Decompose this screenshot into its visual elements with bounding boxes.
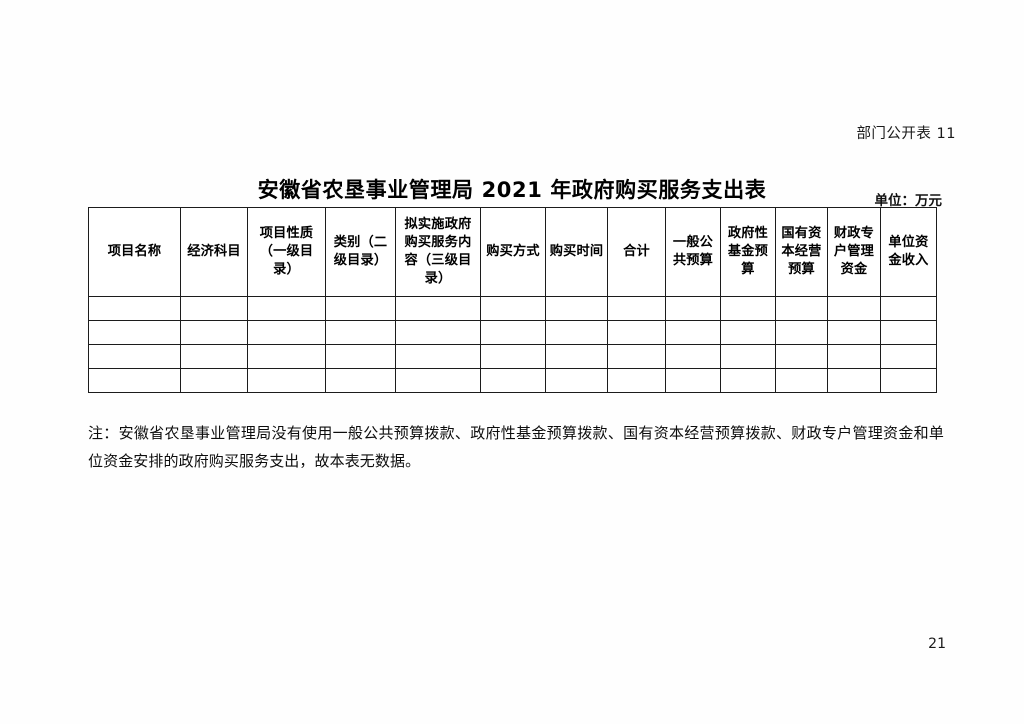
- table-cell[interactable]: [880, 320, 937, 345]
- table-cell[interactable]: [775, 320, 828, 345]
- table-header: 项目名称 经济科目 项目性质（一级目录） 类别（二级目录） 拟实施政府购买服务内容（三级…: [88, 207, 937, 297]
- table-column-header-10: 政府性基金预算: [720, 207, 776, 297]
- column-header-label: 一般公共预算: [672, 235, 714, 268]
- column-header-label: 类别（二级目录）: [333, 235, 388, 268]
- table-cell[interactable]: [827, 320, 881, 345]
- table-column-header-11: 国有资本经营预算: [775, 207, 828, 297]
- table-cell[interactable]: [545, 344, 608, 369]
- table-cell[interactable]: [247, 296, 326, 321]
- table-cell[interactable]: [665, 368, 721, 393]
- table-cell[interactable]: [180, 320, 248, 345]
- table-cell[interactable]: [775, 368, 828, 393]
- table-cell[interactable]: [480, 296, 546, 321]
- table-cell[interactable]: [827, 344, 881, 369]
- table-cell[interactable]: [880, 368, 937, 393]
- expenditure-table-container: 项目名称 经济科目 项目性质（一级目录） 类别（二级目录） 拟实施政府购买服务内容（三级…: [88, 207, 937, 393]
- column-header-label: 经济科目: [187, 244, 241, 260]
- table-cell[interactable]: [395, 296, 481, 321]
- column-header-label: 国有资本经营预算: [781, 226, 822, 277]
- page-number: 21: [928, 636, 946, 652]
- column-header-label: 政府性基金预算: [727, 226, 769, 277]
- table-cell[interactable]: [480, 368, 546, 393]
- table-footnote: 注：安徽省农垦事业管理局没有使用一般公共预算拨款、政府性基金预算拨款、国有资本经…: [88, 424, 944, 470]
- table-cell[interactable]: [720, 344, 776, 369]
- table-cell[interactable]: [545, 320, 608, 345]
- table-cell[interactable]: [827, 368, 881, 393]
- form-code-label: 部门公开表 11: [856, 126, 956, 142]
- table-cell[interactable]: [395, 344, 481, 369]
- table-cell[interactable]: [545, 368, 608, 393]
- table-header-row: 项目名称 经济科目 项目性质（一级目录） 类别（二级目录） 拟实施政府购买服务内容（三级…: [88, 207, 937, 297]
- table-body: [88, 296, 937, 393]
- table-cell[interactable]: [880, 344, 937, 369]
- table-column-header-9: 一般公共预算: [665, 207, 721, 297]
- table-cell[interactable]: [325, 320, 396, 345]
- table-cell[interactable]: [720, 296, 776, 321]
- table-column-header-5: 拟实施政府购买服务内容（三级目录）: [395, 207, 481, 297]
- table-row: [88, 344, 937, 369]
- table-cell[interactable]: [775, 344, 828, 369]
- table-cell[interactable]: [607, 320, 666, 345]
- table-column-header-3: 项目性质（一级目录）: [247, 207, 326, 297]
- column-header-label: 购买方式: [486, 244, 540, 260]
- table-column-header-8: 合计: [607, 207, 666, 297]
- table-column-header-7: 购买时间: [545, 207, 608, 297]
- table-cell[interactable]: [720, 320, 776, 345]
- table-cell[interactable]: [607, 344, 666, 369]
- column-header-label: 项目名称: [107, 244, 162, 260]
- table-cell[interactable]: [607, 368, 666, 393]
- table-cell[interactable]: [88, 296, 181, 321]
- table-cell[interactable]: [480, 344, 546, 369]
- unit-label: 单位：万元: [874, 193, 943, 209]
- table-column-header-12: 财政专户管理资金: [827, 207, 881, 297]
- table-cell[interactable]: [88, 344, 181, 369]
- table-cell[interactable]: [395, 368, 481, 393]
- table-cell[interactable]: [607, 296, 666, 321]
- table-column-header-4: 类别（二级目录）: [325, 207, 396, 297]
- table-column-header-13: 单位资金收入: [880, 207, 937, 297]
- table-cell[interactable]: [180, 344, 248, 369]
- page-title: 安徽省农垦事业管理局 2021 年政府购买服务支出表: [257, 178, 767, 203]
- table-cell[interactable]: [545, 296, 608, 321]
- table-cell[interactable]: [88, 368, 181, 393]
- column-header-label: 拟实施政府购买服务内容（三级目录）: [404, 217, 472, 286]
- table-cell[interactable]: [480, 320, 546, 345]
- table-column-header-1: 项目名称: [88, 207, 181, 297]
- table-row: [88, 368, 937, 393]
- table-cell[interactable]: [720, 368, 776, 393]
- table-cell[interactable]: [180, 368, 248, 393]
- table-cell[interactable]: [775, 296, 828, 321]
- column-header-label: 财政专户管理资金: [833, 226, 875, 277]
- table-cell[interactable]: [665, 296, 721, 321]
- table-cell[interactable]: [880, 296, 937, 321]
- table-cell[interactable]: [827, 296, 881, 321]
- table-cell[interactable]: [247, 344, 326, 369]
- table-cell[interactable]: [88, 320, 181, 345]
- table-cell[interactable]: [325, 296, 396, 321]
- table-cell[interactable]: [180, 296, 248, 321]
- table-cell[interactable]: [665, 344, 721, 369]
- table-cell[interactable]: [325, 368, 396, 393]
- column-header-label: 项目性质（一级目录）: [259, 226, 314, 277]
- table-cell[interactable]: [325, 344, 396, 369]
- table-cell[interactable]: [665, 320, 721, 345]
- column-header-label: 购买时间: [549, 244, 604, 260]
- table-cell[interactable]: [395, 320, 481, 345]
- table-column-header-2: 经济科目: [180, 207, 248, 297]
- table-row: [88, 320, 937, 345]
- column-header-label: 单位资金收入: [888, 235, 929, 268]
- government-purchase-expenditure-table: 项目名称 经济科目 项目性质（一级目录） 类别（二级目录） 拟实施政府购买服务内容（三级…: [88, 207, 937, 393]
- table-cell[interactable]: [247, 368, 326, 393]
- table-row: [88, 296, 937, 321]
- table-column-header-6: 购买方式: [480, 207, 546, 297]
- column-header-label: 合计: [623, 244, 650, 260]
- table-cell[interactable]: [247, 320, 326, 345]
